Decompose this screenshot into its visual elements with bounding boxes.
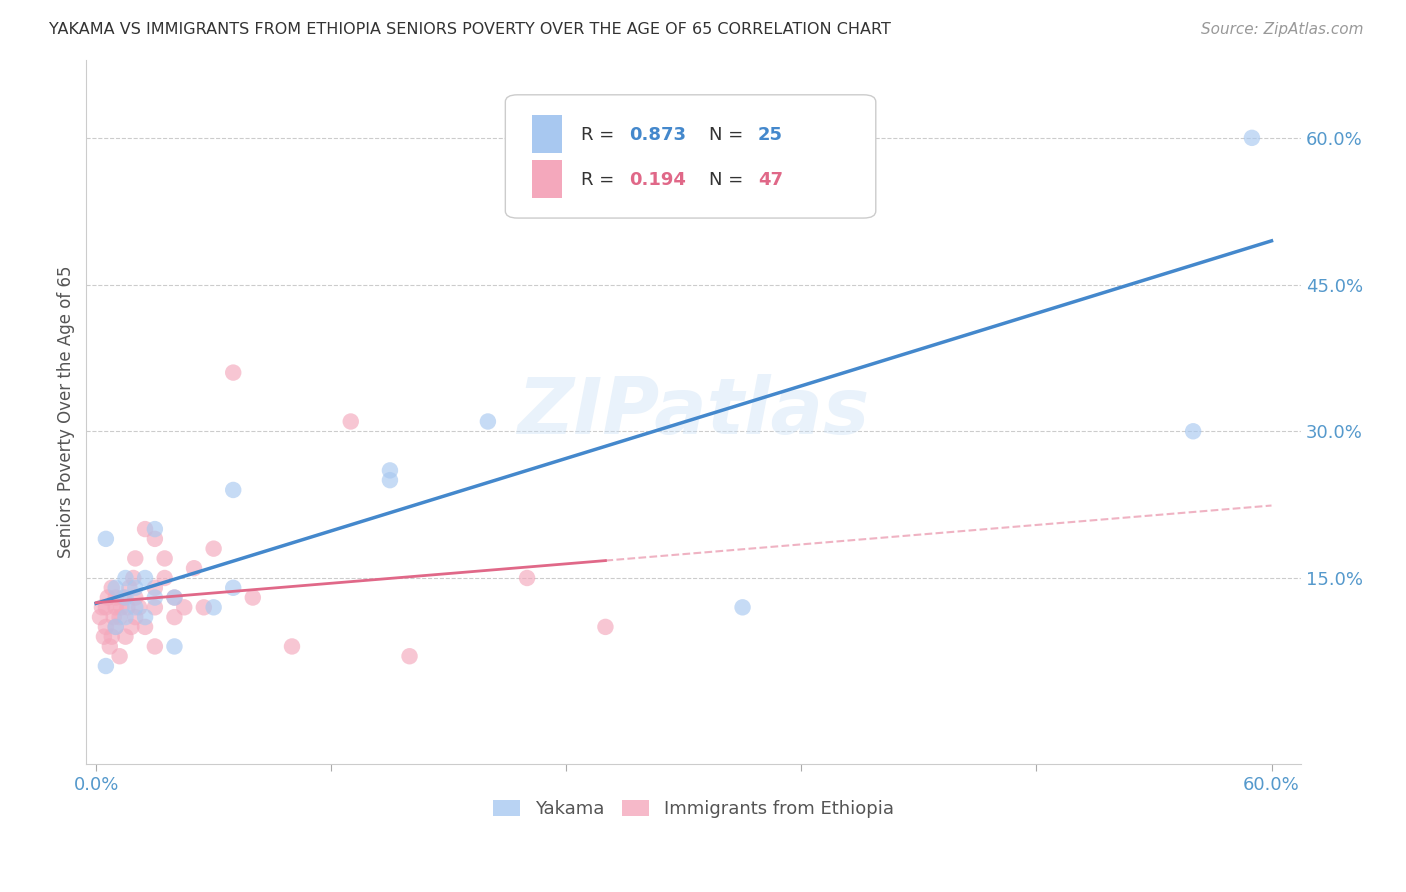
Point: [100, 630, 122, 644]
Point: [114, 630, 136, 644]
Point: [122, 571, 145, 585]
Point: [114, 610, 136, 624]
Text: Source: ZipAtlas.com: Source: ZipAtlas.com: [1201, 22, 1364, 37]
Point: [134, 610, 156, 624]
Point: [128, 600, 150, 615]
Point: [222, 483, 245, 497]
Point: [153, 571, 176, 585]
Point: [1182, 424, 1205, 438]
Point: [93, 630, 115, 644]
Point: [124, 591, 146, 605]
FancyBboxPatch shape: [505, 95, 876, 218]
Point: [143, 522, 166, 536]
Point: [100, 581, 122, 595]
FancyBboxPatch shape: [531, 114, 562, 153]
Point: [173, 600, 195, 615]
Legend: Yakama, Immigrants from Ethiopia: Yakama, Immigrants from Ethiopia: [486, 792, 901, 825]
Point: [339, 415, 361, 429]
Point: [378, 473, 401, 487]
Point: [143, 581, 166, 595]
Point: [731, 169, 754, 184]
Point: [103, 610, 125, 624]
Point: [91, 600, 114, 615]
Point: [143, 640, 166, 654]
Point: [118, 581, 141, 595]
Point: [94, 659, 117, 673]
Point: [124, 581, 146, 595]
Point: [104, 620, 127, 634]
Text: 0.194: 0.194: [630, 171, 686, 189]
Point: [124, 610, 146, 624]
Point: [153, 551, 176, 566]
Text: YAKAMA VS IMMIGRANTS FROM ETHIOPIA SENIORS POVERTY OVER THE AGE OF 65 CORRELATIO: YAKAMA VS IMMIGRANTS FROM ETHIOPIA SENIO…: [49, 22, 891, 37]
Point: [110, 600, 132, 615]
Point: [124, 551, 146, 566]
Point: [98, 640, 121, 654]
Point: [477, 415, 499, 429]
Point: [94, 532, 117, 546]
Text: N =: N =: [710, 126, 749, 144]
Text: R =: R =: [581, 126, 620, 144]
Point: [104, 581, 127, 595]
Point: [134, 522, 156, 536]
Point: [1240, 131, 1263, 145]
Text: R =: R =: [581, 171, 620, 189]
Point: [398, 649, 420, 664]
Text: 25: 25: [758, 126, 783, 144]
Point: [163, 610, 186, 624]
Point: [104, 600, 127, 615]
Point: [134, 571, 156, 585]
Point: [163, 591, 186, 605]
Point: [104, 591, 127, 605]
Point: [143, 532, 166, 546]
Point: [104, 620, 127, 634]
Point: [108, 610, 131, 624]
FancyBboxPatch shape: [531, 160, 562, 198]
Point: [163, 591, 186, 605]
Point: [143, 591, 166, 605]
Point: [108, 649, 131, 664]
Point: [143, 600, 166, 615]
Point: [516, 571, 538, 585]
Point: [378, 463, 401, 477]
Point: [222, 366, 245, 380]
Text: 47: 47: [758, 171, 783, 189]
Text: 0.873: 0.873: [630, 126, 686, 144]
Point: [94, 600, 117, 615]
Point: [117, 600, 139, 615]
Point: [183, 561, 205, 575]
Point: [112, 591, 135, 605]
Point: [114, 571, 136, 585]
Point: [114, 591, 136, 605]
Point: [120, 620, 142, 634]
Point: [134, 620, 156, 634]
Point: [97, 591, 120, 605]
Point: [193, 600, 215, 615]
Point: [163, 640, 186, 654]
Point: [94, 620, 117, 634]
Text: N =: N =: [710, 171, 749, 189]
Point: [89, 610, 111, 624]
Point: [202, 600, 225, 615]
Point: [242, 591, 264, 605]
Point: [281, 640, 304, 654]
Point: [731, 600, 754, 615]
Point: [222, 581, 245, 595]
Point: [124, 600, 146, 615]
Text: ZIPatlas: ZIPatlas: [517, 374, 870, 450]
Y-axis label: Seniors Poverty Over the Age of 65: Seniors Poverty Over the Age of 65: [58, 266, 75, 558]
Point: [595, 620, 617, 634]
Point: [202, 541, 225, 556]
